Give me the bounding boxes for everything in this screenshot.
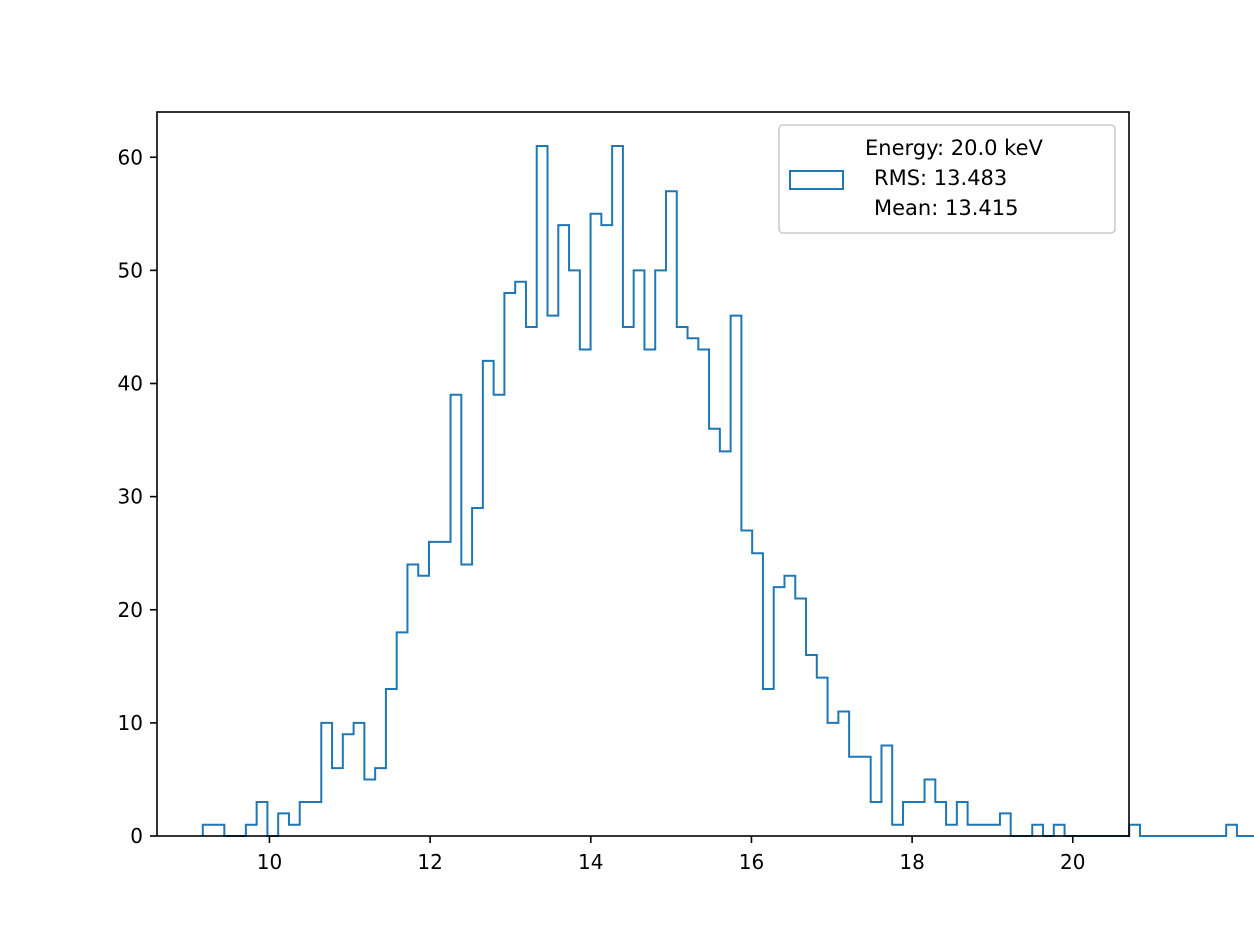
y-tick-label: 60 — [118, 145, 143, 169]
legend-swatch — [789, 170, 844, 190]
legend-line-rms: RMS: 13.483 — [874, 166, 1007, 190]
x-tick-label: 10 — [257, 850, 282, 874]
y-tick-label: 30 — [118, 485, 143, 509]
legend-box — [778, 124, 1116, 234]
y-tick-label: 50 — [118, 258, 143, 282]
x-tick-label: 12 — [417, 850, 442, 874]
y-tick-label: 10 — [118, 711, 143, 735]
y-tick-label: 0 — [130, 824, 143, 848]
legend: Energy: 20.0 keV RMS: 13.483 Mean: 13.41… — [778, 124, 1116, 234]
x-tick-label: 14 — [578, 850, 603, 874]
x-tick-label: 20 — [1060, 850, 1085, 874]
legend-line-mean: Mean: 13.415 — [874, 196, 1018, 220]
histogram-step-line — [201, 144, 1254, 837]
legend-line-energy: Energy: 20.0 keV — [865, 136, 1044, 160]
x-tick-label: 16 — [739, 850, 764, 874]
plot-frame — [156, 111, 1130, 837]
y-tick-label: 40 — [118, 372, 143, 396]
x-tick-label: 18 — [899, 850, 924, 874]
y-tick-label: 20 — [118, 598, 143, 622]
axis-ticks: 10 12 14 16 18 20 0 10 20 30 40 50 60 — [118, 145, 1086, 874]
